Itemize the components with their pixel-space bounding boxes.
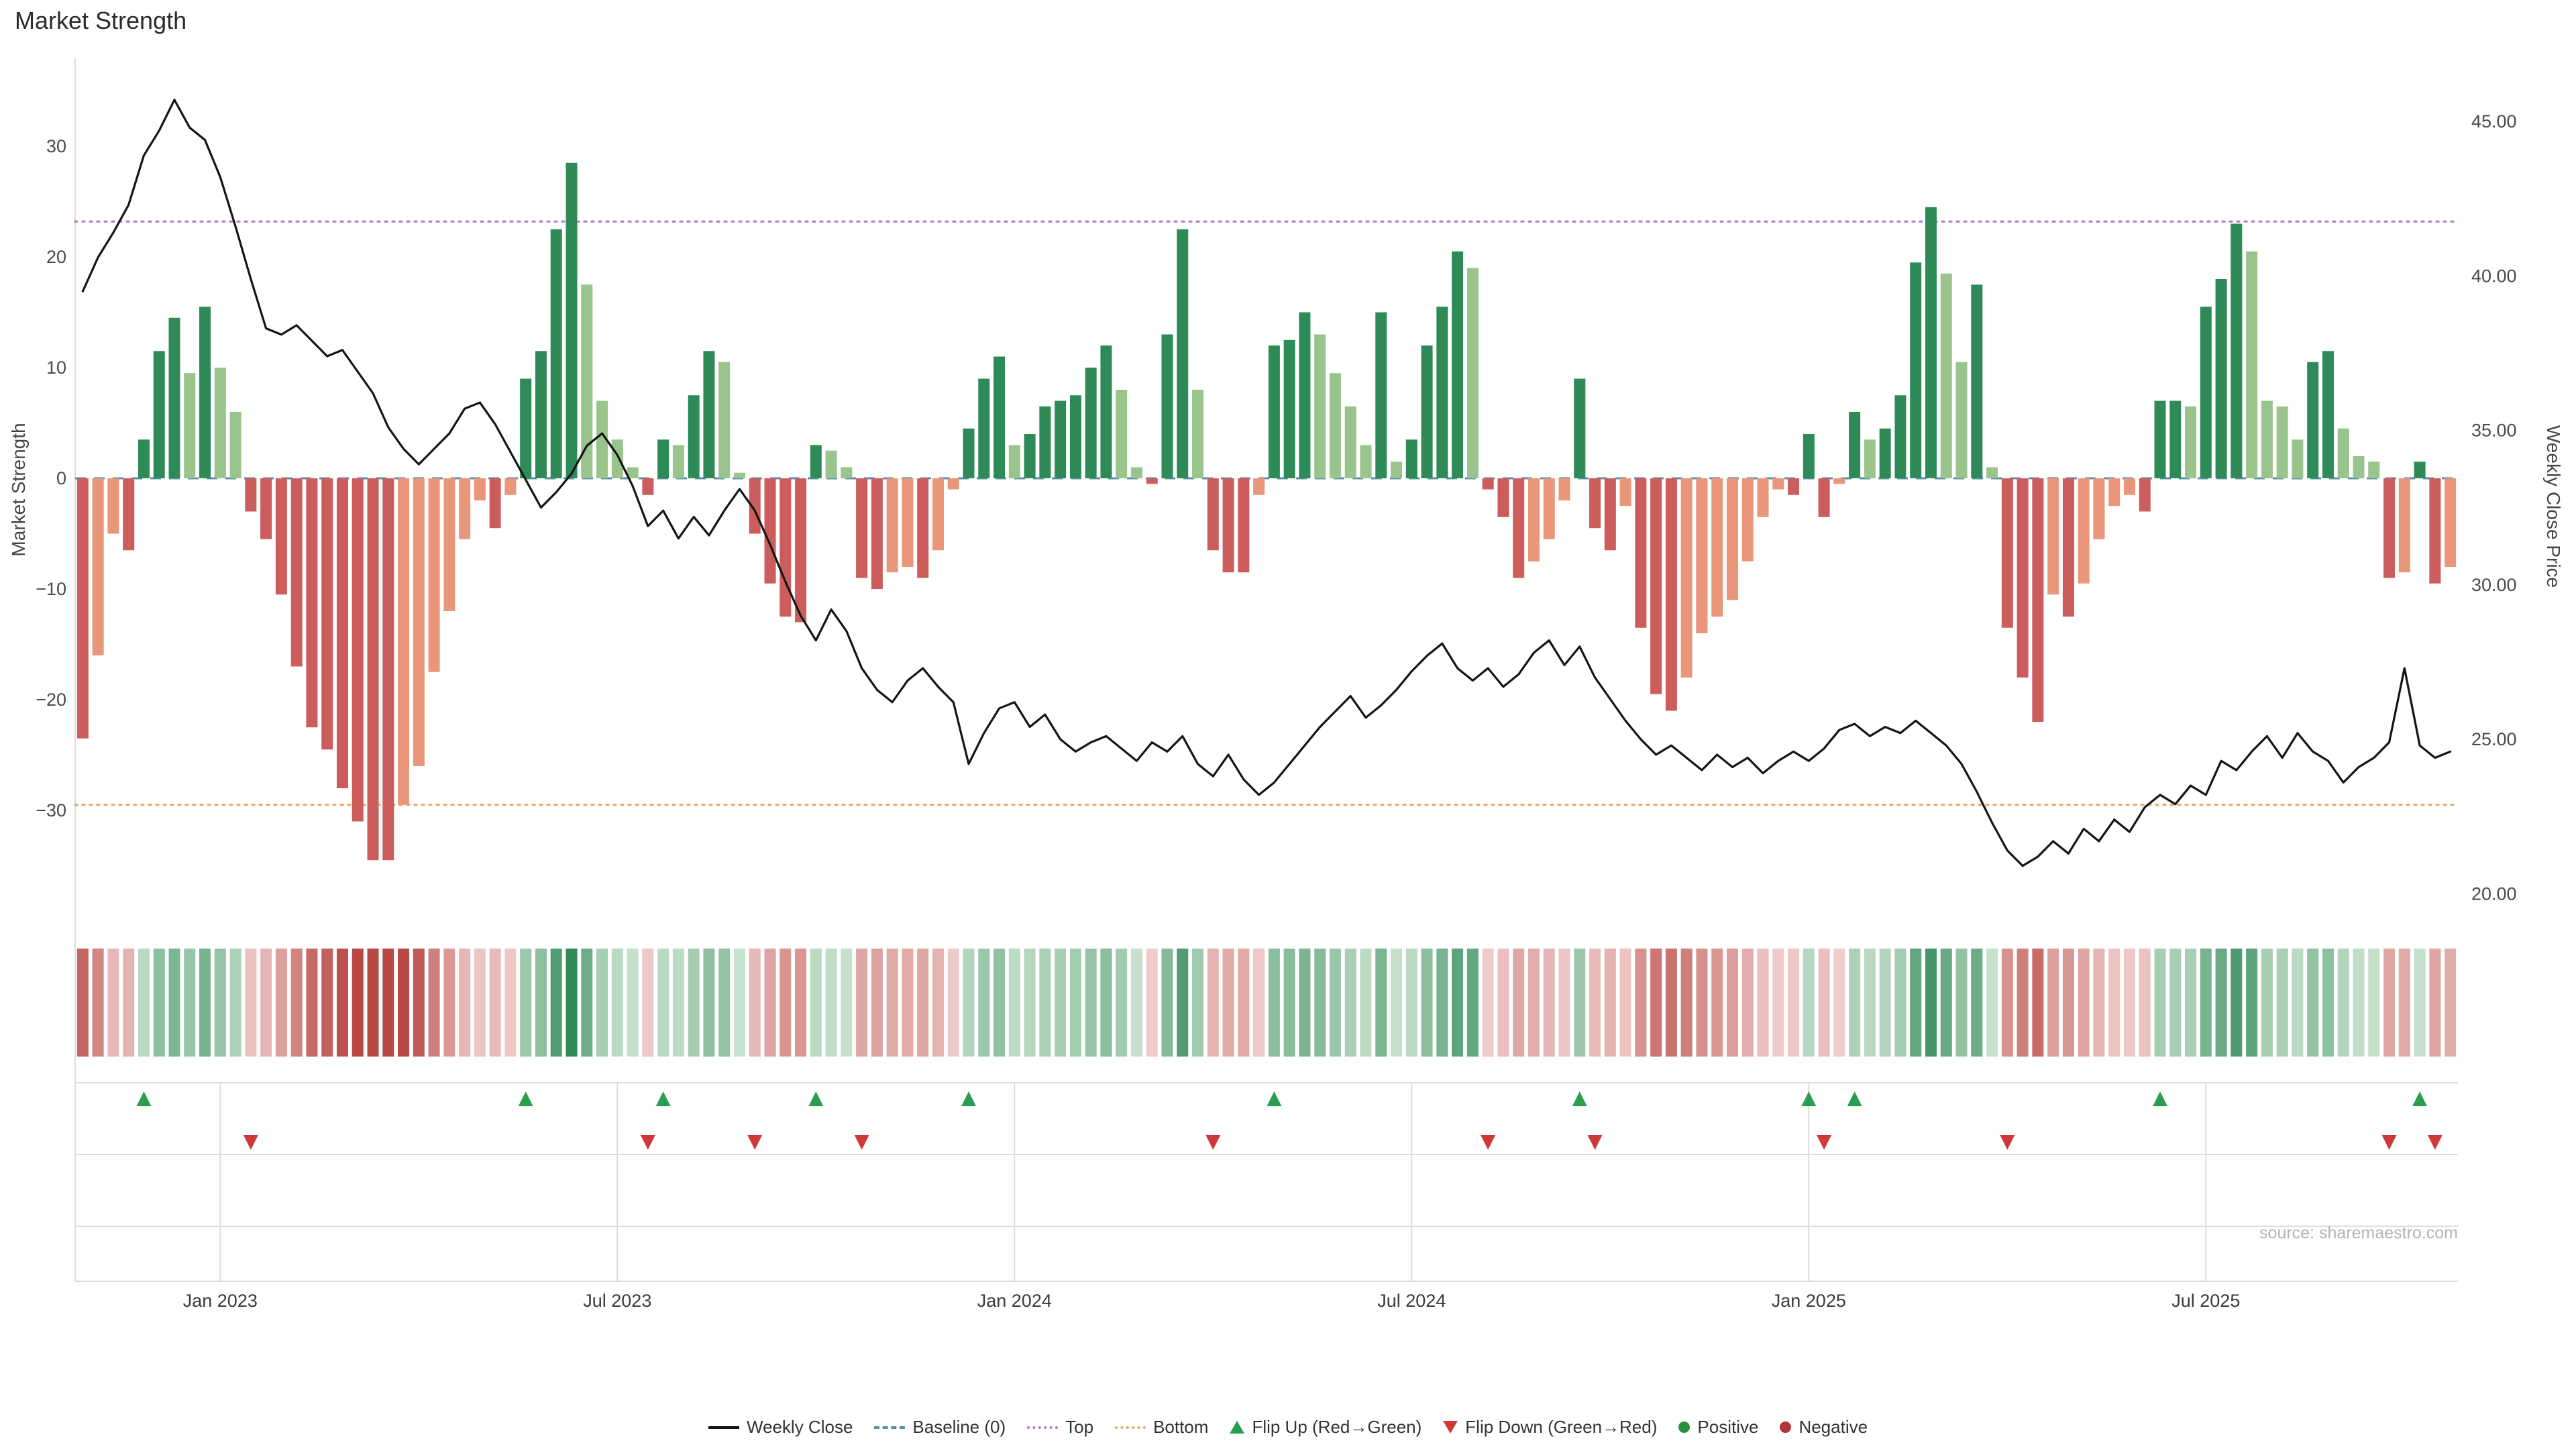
page-title: Market Strength (15, 7, 187, 34)
legend-label-negative: Negative (1799, 1417, 1868, 1437)
positive-dot-icon (1678, 1421, 1690, 1433)
left-axis-title: Market Strength (8, 423, 29, 557)
top-threshold-icon (1027, 1426, 1059, 1429)
legend-label-flip-up: Flip Up (Red→Green) (1252, 1417, 1422, 1437)
svg-text:−10: −10 (36, 579, 66, 599)
chart-legend: Weekly Close Baseline (0) Top Bottom Fli… (0, 1417, 2576, 1438)
svg-text:35.00: 35.00 (2471, 421, 2517, 441)
legend-label-flip-down: Flip Down (Green→Red) (1465, 1417, 1658, 1437)
svg-text:Jul 2024: Jul 2024 (1377, 1291, 1446, 1311)
svg-text:45.00: 45.00 (2471, 111, 2517, 131)
svg-text:Jul 2025: Jul 2025 (2171, 1291, 2240, 1311)
svg-text:Jan 2024: Jan 2024 (977, 1291, 1052, 1311)
flip-down-triangle-icon (1443, 1421, 1458, 1434)
legend-item-top: Top (1027, 1417, 1093, 1438)
baseline-dash-icon (874, 1426, 906, 1429)
legend-label-top: Top (1065, 1417, 1094, 1437)
left-axis-ticks: 30 20 10 0 −10 −20 −30 (36, 136, 66, 820)
svg-text:Jul 2023: Jul 2023 (583, 1291, 651, 1311)
svg-text:40.00: 40.00 (2471, 266, 2517, 286)
svg-text:20: 20 (46, 247, 66, 267)
x-axis-ticks: Jan 2023 Jul 2023 Jan 2024 Jul 2024 Jan 2025… (183, 1291, 2241, 1311)
strength-heatmap (76, 949, 2457, 1057)
legend-item-positive: Positive (1678, 1417, 1758, 1438)
svg-text:−30: −30 (36, 800, 66, 820)
legend-item-flip-up: Flip Up (Red→Green) (1230, 1417, 1421, 1438)
legend-item-weekly-close: Weekly Close (708, 1417, 853, 1438)
svg-text:25.00: 25.00 (2471, 729, 2517, 749)
weekly-close-line-icon (708, 1426, 739, 1429)
weekly-close-line (81, 99, 2452, 867)
legend-label-positive: Positive (1697, 1417, 1759, 1437)
legend-item-negative: Negative (1780, 1417, 1868, 1438)
svg-text:0: 0 (56, 468, 66, 488)
legend-label-weekly-close: Weekly Close (746, 1417, 853, 1437)
svg-text:30: 30 (46, 136, 66, 156)
svg-text:20.00: 20.00 (2471, 883, 2517, 904)
right-axis-title: Weekly Close Price (2543, 425, 2564, 588)
svg-text:Jan 2023: Jan 2023 (183, 1291, 258, 1311)
legend-label-bottom: Bottom (1153, 1417, 1209, 1437)
legend-label-baseline: Baseline (0) (912, 1417, 1006, 1437)
legend-item-bottom: Bottom (1115, 1417, 1208, 1438)
svg-text:10: 10 (46, 358, 66, 378)
bottom-threshold-icon (1115, 1426, 1146, 1429)
svg-text:−20: −20 (36, 690, 66, 710)
negative-dot-icon (1780, 1421, 1792, 1433)
flip-down-markers (243, 1135, 2443, 1150)
legend-item-baseline: Baseline (0) (874, 1417, 1006, 1438)
strength-bars (76, 162, 2457, 861)
flip-up-triangle-icon (1230, 1421, 1245, 1434)
source-attribution: source: sharemaestro.com (2259, 1224, 2458, 1242)
panel-gridlines (74, 58, 2458, 1282)
svg-text:30.00: 30.00 (2471, 575, 2517, 595)
flip-up-markers (136, 1091, 2428, 1106)
legend-item-flip-down: Flip Down (Green→Red) (1443, 1417, 1657, 1438)
svg-text:Jan 2025: Jan 2025 (1772, 1291, 1846, 1311)
right-axis-ticks: 45.00 40.00 35.00 30.00 25.00 20.00 (2471, 111, 2517, 904)
